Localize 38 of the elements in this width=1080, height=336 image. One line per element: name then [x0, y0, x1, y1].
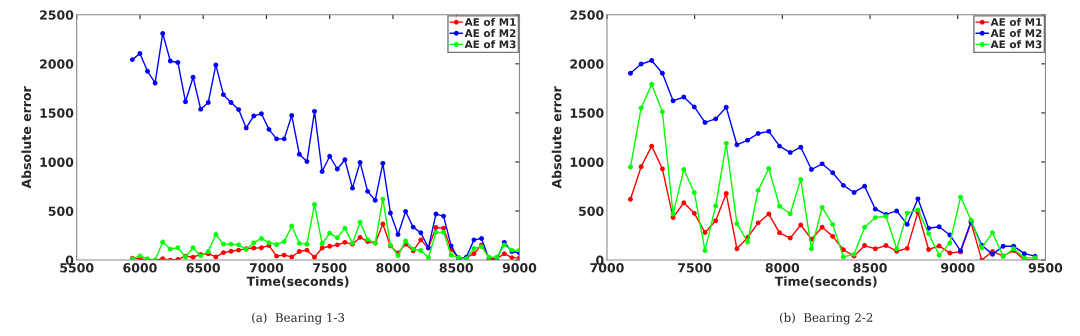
y-tick-label: 500 — [48, 206, 74, 216]
y-tick-label: 1500 — [570, 108, 604, 118]
legend-label: AE of M3 — [990, 40, 1042, 49]
y-tick-label: 2500 — [40, 10, 74, 20]
y-axis-title: Absolute error — [551, 86, 562, 189]
x-axis-title: Time(seconds) — [774, 276, 877, 288]
y-tick-label: 0 — [65, 255, 74, 265]
x-tick-label: 8000 — [376, 263, 410, 273]
legend-label: AE of M1 — [990, 17, 1042, 26]
x-tick-label: 9500 — [1028, 263, 1063, 273]
y-tick-label: 1500 — [40, 108, 74, 118]
y-tick-label: 1000 — [570, 157, 604, 167]
x-tick-label: 5500 — [60, 263, 94, 273]
legend-label: AE of M1 — [464, 17, 516, 26]
y-tick-label: 500 — [579, 206, 604, 216]
y-tick-label: 2500 — [570, 10, 604, 20]
x-tick-label: 7500 — [678, 263, 712, 273]
x-axis-title: Time(seconds) — [246, 276, 349, 288]
x-tick-label: 9000 — [502, 263, 537, 273]
x-tick-label: 7000 — [249, 263, 284, 273]
y-tick-label: 2000 — [570, 59, 604, 69]
text: (b) Bearing 2-2 — [779, 312, 873, 325]
y-tick-label: 1000 — [40, 157, 74, 167]
legend-label: AE of M2 — [990, 29, 1042, 38]
x-tick-label: 8500 — [853, 263, 887, 273]
text: (a) Bearing 1-3 — [252, 312, 345, 325]
legend-label: AE of M2 — [464, 29, 516, 38]
x-tick-label: 7000 — [590, 263, 624, 273]
legend-label: AE of M3 — [464, 40, 516, 49]
x-tick-label: 7500 — [313, 263, 347, 273]
y-axis-title: Absolute error — [21, 86, 32, 189]
x-tick-label: 9000 — [941, 263, 975, 273]
x-tick-label: 6500 — [186, 263, 220, 273]
x-tick-label: 8500 — [439, 263, 474, 273]
y-tick-label: 0 — [596, 255, 604, 265]
y-tick-label: 2000 — [40, 59, 74, 69]
x-tick-label: 8000 — [765, 263, 800, 273]
x-tick-label: 6000 — [123, 263, 157, 273]
